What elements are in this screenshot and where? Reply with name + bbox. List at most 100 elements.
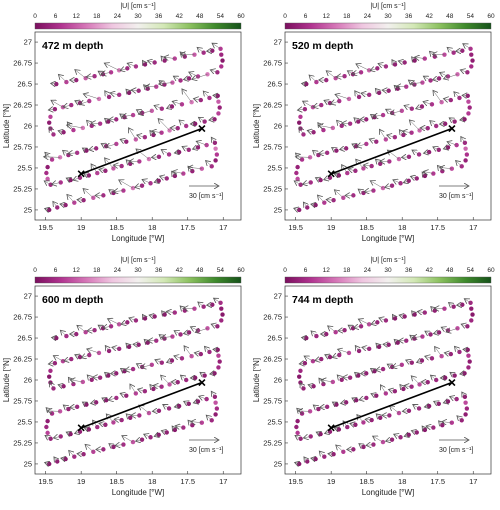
colorbar-tick-label: 54 <box>217 267 225 274</box>
x-tick-label: 17 <box>219 223 227 232</box>
track-point <box>427 404 431 408</box>
x-tick-label: 19.5 <box>38 477 53 486</box>
track-point <box>44 171 48 175</box>
x-tick-label: 17 <box>469 477 477 486</box>
track-point <box>430 356 434 360</box>
track-point <box>410 106 414 110</box>
track-point <box>463 158 467 162</box>
axes-box <box>285 286 491 474</box>
track-point <box>219 306 223 310</box>
track-point <box>375 66 379 70</box>
colorbar-tick-label: 30 <box>134 267 142 274</box>
track-point <box>71 128 75 132</box>
colorbar-tick-label: 6 <box>54 13 58 20</box>
track-point <box>467 359 471 363</box>
track-point <box>165 430 169 434</box>
x-tick-label: 17.5 <box>180 477 195 486</box>
track-point <box>469 306 473 310</box>
track-point <box>215 406 219 410</box>
colorbar-tick-label: 24 <box>114 13 122 20</box>
x-tick-label: 17 <box>469 223 477 232</box>
y-tick-label: 26 <box>274 122 282 131</box>
track-point <box>47 374 51 378</box>
y-tick-label: 25.5 <box>17 417 32 426</box>
track-point <box>216 353 220 357</box>
colorbar-tick-label: 12 <box>323 13 331 20</box>
y-tick-label: 26 <box>274 376 282 385</box>
track-point <box>334 402 338 406</box>
track-point <box>81 126 85 130</box>
track-point <box>134 64 138 68</box>
x-tick-label: 17.5 <box>180 223 195 232</box>
track-point <box>48 126 52 130</box>
y-tick-label: 26.75 <box>13 59 32 68</box>
scale-label: 30 [cm s⁻¹] <box>439 193 473 200</box>
track-point <box>213 412 217 416</box>
track-point <box>465 152 469 156</box>
track-point <box>295 177 299 181</box>
track-point <box>452 119 456 123</box>
track-point <box>107 349 111 353</box>
track-point <box>467 105 471 109</box>
track-point <box>124 393 128 397</box>
colorbar-label: |U| [cm s⁻¹] <box>120 3 155 10</box>
y-tick-label: 26.5 <box>17 334 32 343</box>
track-point <box>216 365 220 369</box>
track-point <box>202 119 206 123</box>
track-point <box>427 150 431 154</box>
y-tick-label: 27 <box>274 292 282 301</box>
y-tick-label: 25.5 <box>267 163 282 172</box>
track-point <box>134 391 138 395</box>
track-point <box>463 400 467 404</box>
y-tick-label: 25 <box>24 205 32 214</box>
y-tick-label: 26.5 <box>267 334 282 343</box>
colorbar <box>285 23 491 29</box>
track-point <box>48 380 52 384</box>
track-point <box>107 95 111 99</box>
axes-box <box>35 286 241 474</box>
x-tick-label: 17 <box>219 477 227 486</box>
colorbar <box>285 277 491 283</box>
track-point <box>359 70 363 74</box>
track-point <box>122 115 126 119</box>
y-tick-label: 25.25 <box>13 438 32 447</box>
colorbar-tick-label: 60 <box>237 13 245 20</box>
colorbar-tick-label: 30 <box>384 13 392 20</box>
track-point <box>437 402 441 406</box>
track-point <box>465 70 469 74</box>
colorbar-tick-label: 48 <box>446 13 454 20</box>
track-point <box>68 432 72 436</box>
track-point <box>344 400 348 404</box>
track-point <box>351 72 355 76</box>
colorbar-tick-label: 12 <box>73 267 81 274</box>
track-point <box>309 180 313 184</box>
track-point <box>313 457 317 461</box>
y-tick-label: 26.25 <box>13 101 32 110</box>
y-axis-label: Latitude [°N] <box>252 358 261 402</box>
track-point <box>220 312 224 316</box>
x-tick-label: 18.5 <box>109 477 124 486</box>
colorbar-tick-label: 6 <box>304 267 308 274</box>
track-point <box>295 419 299 423</box>
track-point <box>298 369 302 373</box>
y-tick-label: 25.25 <box>263 438 282 447</box>
y-axis-label: Latitude [°N] <box>2 358 11 402</box>
track-point <box>47 120 51 124</box>
track-point <box>431 171 435 175</box>
panel-title: 744 m depth <box>292 294 353 306</box>
colorbar-tick-label: 42 <box>176 13 184 20</box>
track-point <box>217 359 221 363</box>
track-point <box>298 115 302 119</box>
colorbar-label: |U| [cm s⁻¹] <box>370 257 405 264</box>
colorbar-tick-label: 36 <box>405 13 413 20</box>
scale-label: 30 [cm s⁻¹] <box>189 447 223 454</box>
colorbar-tick-label: 6 <box>304 13 308 20</box>
x-tick-label: 18 <box>398 223 406 232</box>
colorbar-tick-label: 54 <box>217 13 225 20</box>
track-point <box>213 158 217 162</box>
track-point <box>157 433 161 437</box>
track-point <box>393 62 397 66</box>
track-point <box>95 425 99 429</box>
y-tick-label: 25.75 <box>263 142 282 151</box>
